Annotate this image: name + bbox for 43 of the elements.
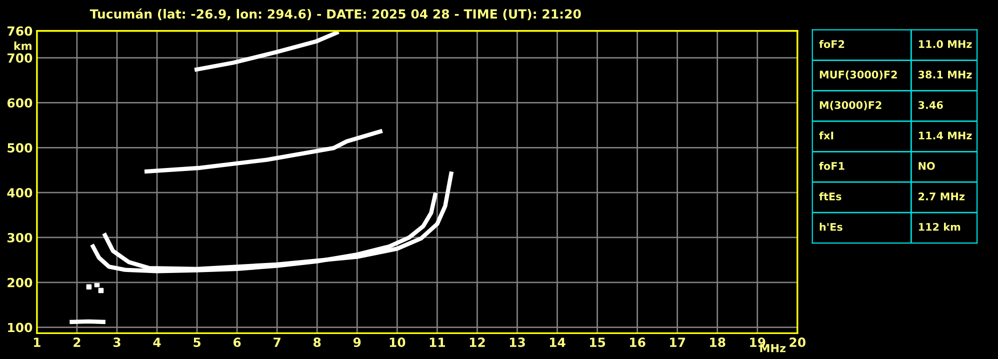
y-axis-title: km <box>14 41 32 50</box>
x-tick-label: 15 <box>590 338 606 347</box>
chart-title: Tucumán (lat: -26.9, lon: 294.6) - DATE: 2025 04 28 - TIME (UT): 21:20 <box>90 8 581 20</box>
y-tick-label: 500 <box>8 143 32 153</box>
x-tick-label: 18 <box>710 338 726 347</box>
x-tick-label: 8 <box>314 338 321 347</box>
x-tick-label: 13 <box>510 338 525 347</box>
y-tick-label: 400 <box>7 188 32 198</box>
text: M(3000)F2 <box>820 100 882 110</box>
text: fxI <box>819 131 834 140</box>
x-tick-label: 1 <box>34 338 40 347</box>
text: 2.7 MHz <box>918 192 964 200</box>
text: ftEs <box>819 192 842 200</box>
x-tick-label: 12 <box>470 338 485 347</box>
text: 112 km <box>918 222 960 231</box>
y-tick-label: 700 <box>8 53 32 63</box>
x-tick-label: 7 <box>274 338 280 347</box>
x-tick-label: 3 <box>113 338 120 347</box>
text: 11.0 MHz <box>918 40 972 48</box>
y-tick-label: 100 <box>8 322 32 332</box>
text: 38.1 MHz <box>918 70 972 79</box>
x-tick-label: 16 <box>630 338 646 347</box>
x-tick-label: 4 <box>153 338 161 347</box>
text: MUF(3000)F2 <box>820 70 897 80</box>
text: 11.4 MHz <box>918 132 972 140</box>
x-tick-label: 6 <box>233 338 241 347</box>
text: h'Es <box>820 222 842 231</box>
x-tick-label: 2 <box>74 338 80 347</box>
text: 3.46 <box>918 101 943 109</box>
text: NO <box>918 162 935 170</box>
x-tick-label: 14 <box>550 338 566 347</box>
text: foF2 <box>819 40 844 48</box>
x-tick-label: 9 <box>353 338 361 347</box>
y-tick-label: 200 <box>8 278 32 288</box>
y-tick-label: 760 <box>8 26 32 36</box>
y-tick-label: 300 <box>8 232 32 242</box>
x-tick-label: 20 <box>790 338 806 347</box>
x-tick-label: 11 <box>430 338 446 347</box>
text: foF1 <box>819 162 844 170</box>
x-tick-label: 17 <box>670 338 686 347</box>
y-tick-label: 600 <box>7 98 32 108</box>
x-tick-label: 10 <box>390 338 406 347</box>
x-tick-label: 5 <box>194 338 200 347</box>
